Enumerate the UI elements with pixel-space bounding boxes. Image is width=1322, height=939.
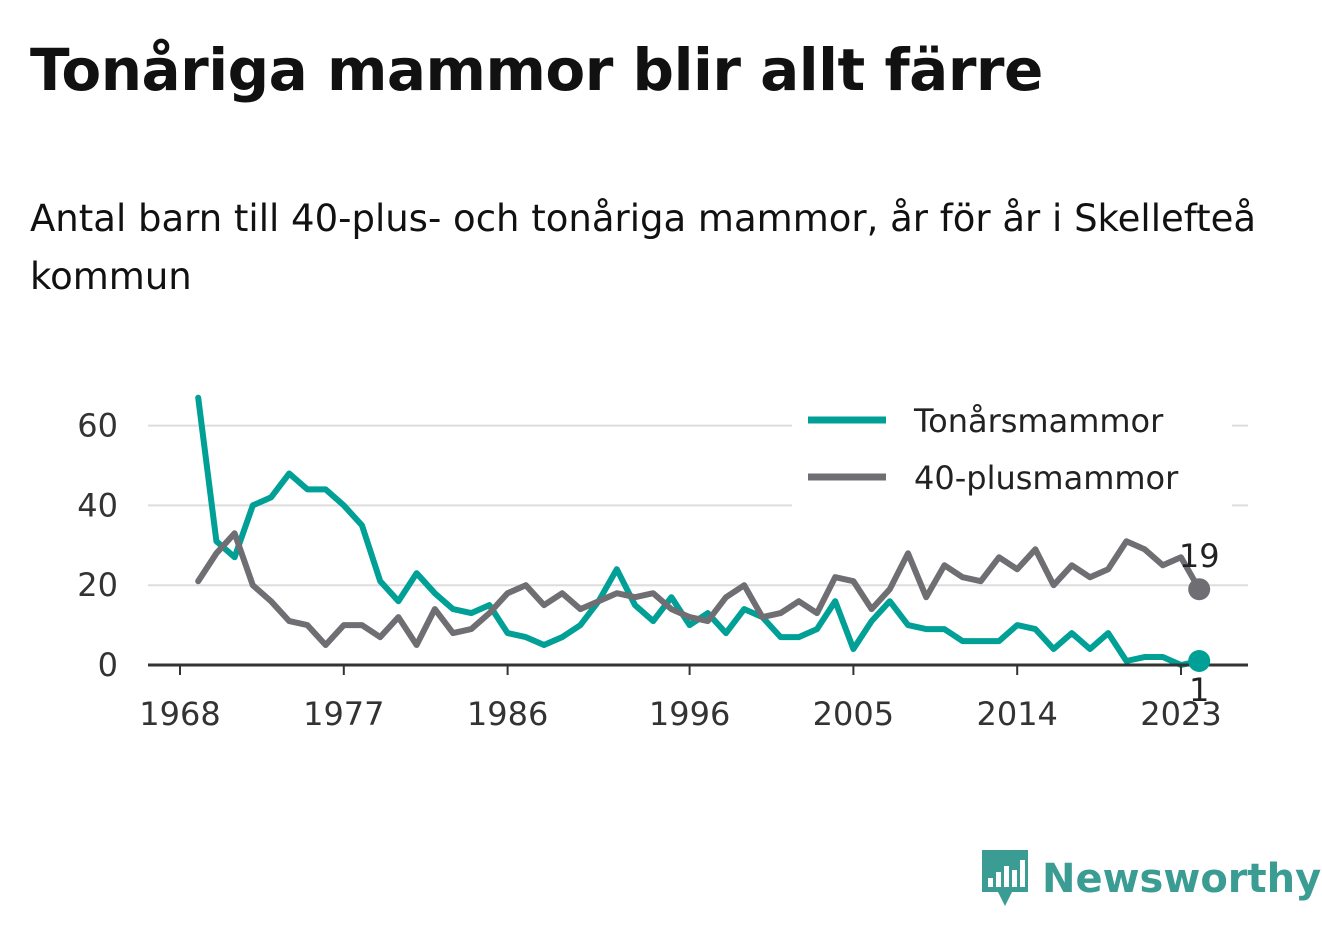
- x-tick-label: 1977: [303, 695, 384, 733]
- legend-label: 40-plusmammor: [914, 459, 1179, 497]
- end-value-label: 19: [1179, 537, 1220, 575]
- legend: Tonårsmammor 40-plusmammor: [792, 398, 1232, 510]
- y-tick-label: 0: [98, 646, 118, 684]
- end-value-label: 1: [1189, 671, 1209, 709]
- newsworthy-logo-icon: [982, 850, 1028, 906]
- brand-name: Newsworthy: [1042, 856, 1322, 902]
- x-tick-label: 2014: [976, 695, 1057, 733]
- y-tick-label: 60: [77, 407, 118, 445]
- x-tick-label: 2005: [813, 695, 894, 733]
- end-labels: 1 19: [1179, 537, 1220, 709]
- brand: Newsworthy: [980, 848, 1321, 910]
- x-tick-label: 1968: [139, 695, 220, 733]
- y-tick-label: 20: [77, 566, 118, 604]
- series-line-2: [195, 530, 1203, 648]
- chart-title: Tonåriga mammor blir allt färre: [30, 36, 1043, 104]
- series-lines: [195, 394, 1203, 668]
- x-tick-label: 1986: [467, 695, 548, 733]
- x-tick-label: 2023: [1140, 695, 1221, 733]
- x-tick-label: 1996: [649, 695, 730, 733]
- y-tick-label: 40: [77, 486, 118, 524]
- end-point-marker: [1188, 650, 1211, 673]
- axes: 0 20 40 60 1968 1977 1986 1996 2005 2014 2023: [77, 407, 1248, 733]
- legend-label: Tonårsmammor: [913, 402, 1164, 440]
- chart-subtitle: Antal barn till 40-plus- och tonåriga ma…: [30, 197, 1257, 298]
- end-point-marker: [1188, 578, 1211, 601]
